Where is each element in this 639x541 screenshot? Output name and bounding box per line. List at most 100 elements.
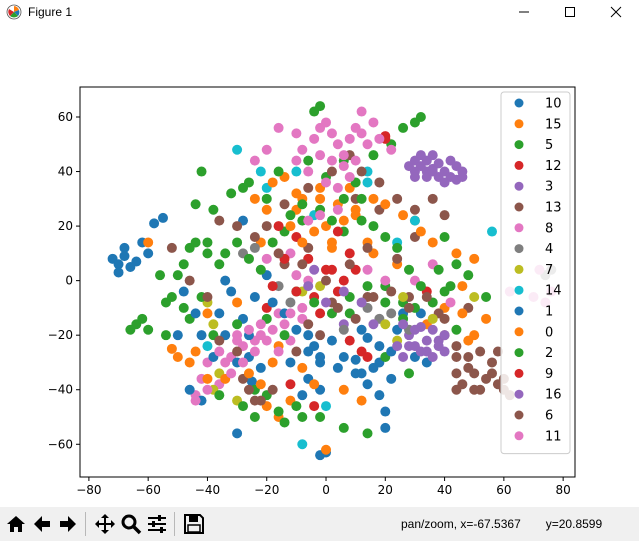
scatter-point-series-1	[226, 286, 237, 297]
scatter-point-series-2	[362, 281, 373, 292]
x-tick-label: 20	[378, 483, 393, 497]
scatter-point-series-11	[226, 368, 237, 379]
scatter-point-series-0	[338, 384, 349, 395]
matplotlib-logo-icon	[6, 4, 22, 20]
scatter-point-series-2	[184, 242, 195, 253]
scatter-point-series-5	[261, 193, 272, 204]
minimize-button[interactable]	[501, 0, 547, 24]
scatter-point-series-6	[303, 319, 314, 330]
legend-marker	[514, 244, 524, 254]
scatter-point-series-0	[291, 188, 302, 199]
scatter-point-series-11	[214, 346, 225, 357]
scatter-point-series-14	[297, 439, 308, 450]
home-icon	[7, 516, 25, 532]
scatter-point-series-1	[338, 352, 349, 362]
scatter-point-series-11	[243, 324, 254, 335]
back-button[interactable]	[30, 511, 54, 537]
scatter-point-series-11	[261, 335, 272, 346]
scatter-point-series-2	[315, 101, 326, 112]
scatter-point-series-15	[143, 237, 154, 248]
axes-frame	[79, 86, 576, 478]
scatter-point-series-14	[409, 215, 420, 226]
scatter-point-series-4	[338, 324, 349, 335]
scatter-point-series-16	[356, 297, 367, 308]
scatter-point-series-1	[255, 362, 266, 373]
scatter-point-series-1	[196, 330, 207, 341]
scatter-point-series-12	[332, 226, 343, 237]
scatter-point-series-11	[297, 302, 308, 313]
maximize-icon	[565, 7, 575, 17]
scatter-point-series-6	[404, 302, 415, 313]
scatter-point-series-0	[172, 352, 183, 362]
scatter-point-series-0	[326, 242, 337, 253]
scatter-point-series-3	[427, 324, 438, 335]
scatter-point-series-6	[451, 384, 462, 395]
scatter-point-series-11	[261, 144, 272, 155]
legend-label: 6	[545, 409, 553, 424]
close-button[interactable]	[593, 0, 639, 24]
scatter-point-series-7	[469, 292, 480, 302]
configure-subplots-button[interactable]	[145, 511, 169, 537]
zoom-button[interactable]	[119, 511, 143, 537]
scatter-point-series-7	[398, 292, 409, 302]
scatter-point-series-11	[309, 133, 320, 144]
scatter-point-series-16	[421, 335, 432, 346]
window-title: Figure 1	[28, 5, 73, 19]
scatter-point-series-7	[427, 313, 438, 324]
scatter-point-series-2	[451, 324, 462, 335]
scatter-point-series-2	[243, 253, 254, 264]
scatter-point-series-6	[427, 193, 438, 204]
scatter-point-series-10	[220, 275, 231, 286]
y-tick-label: −60	[48, 437, 73, 451]
scatter-point-series-0	[398, 210, 409, 221]
y-tick-label: 0	[65, 274, 73, 288]
scatter-point-series-14	[362, 177, 373, 188]
scatter-point-series-5	[404, 368, 415, 379]
save-button[interactable]	[182, 511, 206, 537]
minimize-icon	[519, 11, 529, 13]
y-tick-label: 60	[58, 110, 73, 124]
scatter-point-series-11	[190, 395, 201, 406]
scatter-point-series-11	[321, 117, 332, 128]
scatter-point-series-2	[415, 281, 426, 292]
scatter-point-series-14	[202, 341, 213, 352]
scatter-point-series-2	[404, 264, 415, 275]
scatter-point-series-0	[261, 204, 272, 215]
scatter-point-series-4	[285, 297, 296, 308]
toolbar-separator	[85, 512, 86, 536]
navigation-toolbar: pan/zoom, x=-67.5367 y=20.8599	[0, 507, 639, 541]
scatter-point-series-13	[451, 341, 462, 352]
scatter-point-series-2	[279, 330, 290, 341]
pan-button[interactable]	[93, 511, 117, 537]
scatter-point-series-0	[338, 215, 349, 226]
legend-label: 13	[545, 201, 562, 216]
scatter-point-series-6	[344, 259, 355, 270]
scatter-point-series-2	[291, 401, 302, 412]
scatter-point-series-6	[386, 286, 397, 297]
forward-button[interactable]	[56, 511, 80, 537]
legend-label: 12	[545, 159, 562, 174]
x-tick-label: 80	[556, 483, 571, 497]
scatter-point-series-1	[380, 406, 391, 417]
legend-label: 11	[545, 429, 562, 444]
status-y-coordinate: y=20.8599	[545, 517, 603, 531]
scatter-point-series-4	[249, 242, 260, 253]
scatter-point-series-11	[332, 139, 343, 150]
scatter-point-series-11	[315, 150, 326, 161]
maximize-button[interactable]	[547, 0, 593, 24]
scatter-point-series-1	[315, 357, 326, 368]
figure-canvas[interactable]: −80 −60 −40 −20 0 20 40 60 80 −60 −40 −20 0 20 40 60 10…	[0, 24, 639, 507]
scatter-point-series-6	[409, 204, 420, 215]
scatter-point-series-9	[362, 352, 373, 362]
home-button[interactable]	[4, 511, 28, 537]
scatter-point-series-0	[368, 193, 379, 204]
scatter-point-series-2	[380, 297, 391, 308]
scatter-point-series-2	[303, 155, 314, 166]
scatter-point-series-6	[439, 313, 450, 324]
legend-marker	[514, 389, 524, 399]
scatter-point-series-8	[261, 253, 272, 264]
scatter-point-series-14	[487, 226, 498, 237]
scatter-point-series-0	[427, 237, 438, 248]
scatter-point-series-10	[131, 256, 142, 267]
